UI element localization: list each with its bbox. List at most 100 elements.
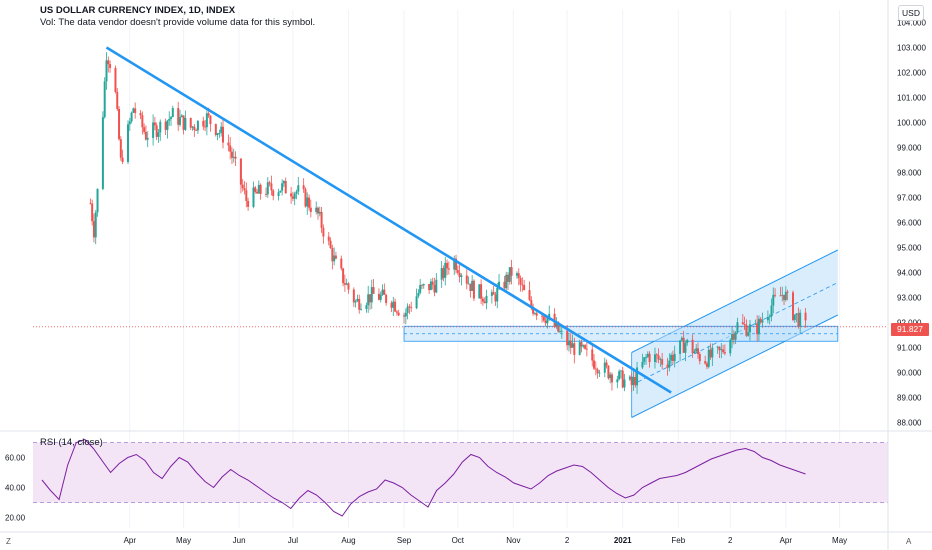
- timezone-toggle[interactable]: Z: [6, 537, 11, 546]
- time-tick-label: Aug: [341, 536, 355, 545]
- last-price-label: 91.827: [891, 323, 929, 336]
- candle-body: [144, 131, 147, 140]
- time-tick-label: Apr: [780, 536, 793, 545]
- candle-body: [645, 356, 648, 358]
- candle-body: [605, 362, 608, 366]
- candle-body: [528, 290, 531, 300]
- candle-body: [180, 115, 183, 118]
- candle-body: [365, 305, 368, 309]
- candle-body: [214, 124, 217, 136]
- candle-body: [306, 197, 309, 207]
- candle-body: [469, 283, 472, 291]
- candle-body: [480, 284, 483, 299]
- candle-body: [379, 294, 382, 300]
- candle-body: [641, 361, 644, 368]
- candle-body: [343, 283, 346, 285]
- horizontal-zone[interactable]: [403, 325, 839, 342]
- candle-body: [333, 255, 336, 262]
- candle-body: [256, 191, 259, 194]
- candle-body: [209, 115, 212, 125]
- candle-body: [444, 262, 447, 278]
- candle-body: [711, 347, 714, 358]
- rsi-indicator-label[interactable]: RSI (14, close): [40, 437, 103, 448]
- candle-body: [347, 283, 350, 290]
- candle-body: [580, 342, 583, 347]
- candle-body: [566, 330, 569, 346]
- candle-body: [422, 284, 425, 286]
- candle-body: [121, 157, 124, 162]
- candle-body: [533, 313, 536, 315]
- candle-body: [433, 284, 436, 293]
- candle-body: [496, 287, 499, 302]
- candle-body: [293, 193, 296, 199]
- candle-body: [442, 268, 445, 278]
- candle-body: [657, 355, 660, 360]
- candle-body: [317, 207, 319, 214]
- candle-body: [472, 280, 475, 299]
- candlestick-series: [33, 52, 888, 394]
- candle-body: [567, 340, 570, 346]
- candle-body: [519, 278, 522, 285]
- rsi-tick-label: 20.00: [5, 514, 26, 523]
- candle-body: [616, 379, 619, 383]
- candle-body: [114, 67, 117, 92]
- candle-body: [628, 376, 631, 380]
- candle-body: [360, 308, 363, 310]
- candle-body: [383, 289, 386, 295]
- candle-body: [679, 340, 682, 354]
- candle-body: [392, 301, 395, 308]
- candle-body: [718, 346, 721, 351]
- candle-body: [390, 302, 393, 308]
- candle-body: [465, 275, 468, 284]
- trendline[interactable]: [105, 46, 672, 394]
- candle-body: [205, 113, 208, 128]
- candle-body: [259, 184, 262, 194]
- rsi-tick-label: 60.00: [5, 454, 26, 463]
- candle-body: [272, 190, 275, 197]
- candle-body: [594, 368, 597, 370]
- candle-body: [741, 322, 744, 324]
- candle-body: [458, 272, 461, 278]
- auto-scale-toggle[interactable]: A: [906, 537, 912, 546]
- candle-body: [166, 120, 169, 130]
- candle-body: [377, 293, 380, 300]
- price-tick-label: 102.000: [897, 69, 926, 78]
- candle-body: [282, 180, 285, 184]
- candle-body: [619, 370, 622, 372]
- rsi-tick-label: 40.00: [5, 484, 26, 493]
- grid-lines: [129, 10, 841, 528]
- candle-body: [784, 291, 787, 300]
- candle-body: [127, 124, 129, 162]
- candle-body: [170, 117, 173, 119]
- candle-body: [381, 289, 384, 295]
- candle-body: [734, 332, 737, 340]
- candle-body: [680, 337, 683, 341]
- candle-body: [593, 360, 596, 369]
- time-tick-label: Sep: [397, 536, 412, 545]
- candle-body: [195, 129, 198, 131]
- rsi-series-line: [41, 438, 806, 517]
- price-tick-label: 94.000: [897, 269, 922, 278]
- candle-body: [92, 221, 95, 238]
- candle-body: [356, 298, 359, 302]
- candle-body: [340, 258, 343, 269]
- candle-body: [490, 292, 493, 296]
- candle-body: [781, 294, 784, 296]
- candle-body: [456, 270, 459, 273]
- candle-body: [636, 367, 639, 386]
- candle-body: [96, 188, 99, 213]
- candle-body: [146, 137, 149, 140]
- candle-body: [661, 359, 664, 365]
- candle-body: [732, 333, 735, 340]
- candle-body: [119, 139, 122, 158]
- candle-body: [630, 376, 633, 385]
- candle-body: [342, 268, 345, 284]
- candle-body: [232, 156, 235, 158]
- currency-button[interactable]: USD: [898, 5, 924, 21]
- price-tick-label: 103.000: [897, 44, 926, 53]
- candle-body: [748, 324, 751, 333]
- candle-body: [560, 330, 563, 332]
- candle-body: [786, 291, 789, 293]
- candle-body: [281, 183, 284, 191]
